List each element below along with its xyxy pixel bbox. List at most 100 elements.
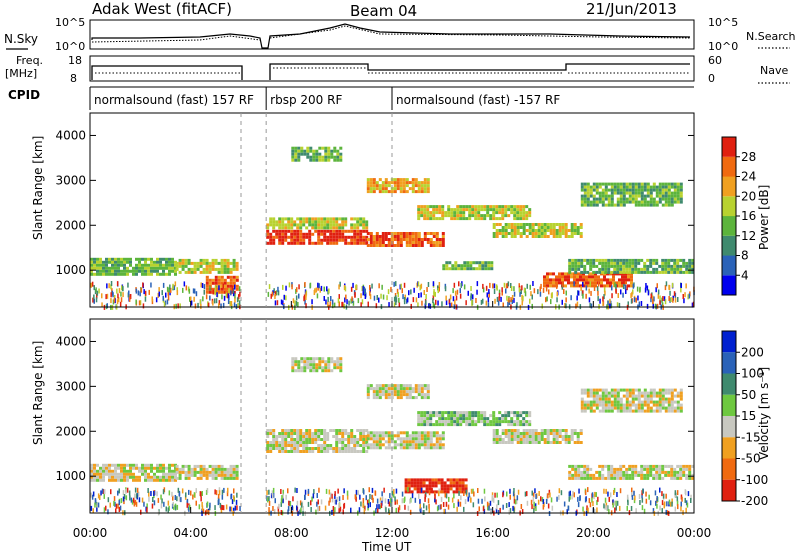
heatmap-cell <box>333 360 337 364</box>
heatmap-cell <box>341 450 345 453</box>
heatmap-cell <box>607 394 611 398</box>
heatmap-cell <box>489 420 493 424</box>
heatmap-cell <box>411 244 415 247</box>
heatmap-cell <box>269 447 273 450</box>
heatmap-cell <box>652 188 656 192</box>
heatmap-cell <box>664 258 668 262</box>
heatmap-cell <box>338 496 341 502</box>
heatmap-cell <box>552 429 556 432</box>
heatmap-cell <box>226 261 230 265</box>
heatmap-cell <box>284 232 288 236</box>
heatmap-cell <box>640 409 644 413</box>
heatmap-cell <box>634 270 638 274</box>
heatmap-cell <box>272 492 275 498</box>
heatmap-cell <box>315 357 319 361</box>
heatmap-cell <box>585 293 587 299</box>
heatmap-cell <box>338 301 340 307</box>
heatmap-cell <box>381 443 385 447</box>
heatmap-cell <box>399 393 403 397</box>
heatmap-cell <box>126 257 129 261</box>
heatmap-cell <box>673 473 677 477</box>
heatmap-cell <box>96 263 99 267</box>
heatmap-cell <box>530 499 533 505</box>
heatmap-cell <box>456 217 460 221</box>
heatmap-cell <box>235 499 238 505</box>
heatmap-cell <box>605 488 607 494</box>
heatmap-cell <box>486 211 490 215</box>
heatmap-cell <box>634 197 638 201</box>
heatmap-cell <box>96 293 98 299</box>
heatmap-cell <box>235 267 239 271</box>
heatmap-cell <box>320 229 324 233</box>
heatmap-cell <box>165 472 168 476</box>
heatmap-cell <box>285 285 287 291</box>
heatmap-cell <box>628 191 632 195</box>
heatmap-cell <box>548 289 550 295</box>
heatmap-cell <box>561 275 564 279</box>
heatmap-cell <box>640 203 644 207</box>
heatmap-cell <box>640 270 644 274</box>
heatmap-cell <box>507 438 511 441</box>
heatmap-cell <box>302 232 306 236</box>
heatmap-cell <box>426 390 430 394</box>
heatmap-cell <box>492 205 496 209</box>
heatmap-cell <box>528 214 532 218</box>
heatmap-cell <box>211 470 215 474</box>
heatmap-cell <box>459 217 463 221</box>
heatmap-cell <box>646 403 650 407</box>
heatmap-cell <box>655 476 659 480</box>
heatmap-cell <box>463 491 465 496</box>
heatmap-cell <box>516 438 520 441</box>
heatmap-cell <box>643 261 647 265</box>
heatmap-cell <box>595 397 599 401</box>
heatmap-cell <box>150 463 153 467</box>
heatmap-cell <box>343 502 346 508</box>
heatmap-cell <box>652 476 656 480</box>
heatmap-cell <box>531 432 535 435</box>
heatmap-cell <box>646 285 649 291</box>
heatmap-cell <box>329 444 333 447</box>
heatmap-cell <box>234 505 237 511</box>
heatmap-cell <box>498 411 502 415</box>
heatmap-cell <box>308 241 312 245</box>
heatmap-cell <box>115 508 117 514</box>
heatmap-cell <box>549 226 553 229</box>
heatmap-cell <box>323 432 327 435</box>
heatmap-cell <box>281 241 285 245</box>
heatmap-cell <box>99 469 102 473</box>
heatmap-cell <box>408 396 412 400</box>
heatmap-cell <box>359 238 363 242</box>
heatmap-cell <box>492 217 496 221</box>
heatmap-cell <box>220 476 224 480</box>
heatmap-cell <box>440 484 444 488</box>
heatmap-cell <box>604 194 608 198</box>
heatmap-cell <box>217 267 221 271</box>
heatmap-cell <box>619 400 623 404</box>
heatmap-cell <box>106 303 108 309</box>
heatmap-cell <box>94 502 96 508</box>
heatmap-cell <box>337 488 339 494</box>
heatmap-cell <box>308 432 312 435</box>
heatmap-cell <box>369 434 373 438</box>
heatmap-cell <box>636 286 639 292</box>
heatmap-cell <box>583 194 587 198</box>
heatmap-cell <box>580 391 584 395</box>
heatmap-cell <box>318 158 322 162</box>
heatmap-cell <box>172 495 174 501</box>
heatmap-cell <box>390 286 392 292</box>
heatmap-cell <box>552 438 556 441</box>
heatmap-cell <box>200 496 202 502</box>
heatmap-cell <box>520 289 522 295</box>
heatmap-cell <box>171 491 173 497</box>
heatmap-cell <box>344 450 348 453</box>
heatmap-cell <box>474 211 478 215</box>
heatmap-cell <box>540 235 544 238</box>
heatmap-cell <box>408 446 412 450</box>
heatmap-cell <box>359 429 363 432</box>
heatmap-cell <box>507 214 511 218</box>
heatmap-cell <box>111 288 113 294</box>
heatmap-cell <box>425 490 429 494</box>
heatmap-cell <box>542 287 545 293</box>
heatmap-cell <box>364 505 366 511</box>
heatmap-cell <box>462 414 466 418</box>
